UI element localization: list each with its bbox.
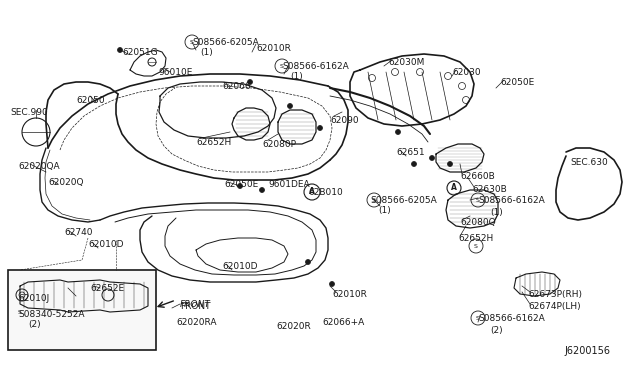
Text: 62010D: 62010D [222,262,257,271]
Text: (1): (1) [200,48,212,57]
Text: 62020R: 62020R [276,322,311,331]
Text: S08566-6205A: S08566-6205A [192,38,259,47]
Text: S08566-6162A: S08566-6162A [478,196,545,205]
Text: 96010E: 96010E [158,68,193,77]
Circle shape [429,155,435,160]
Text: (2): (2) [490,326,502,335]
Circle shape [287,103,292,109]
Text: SEC.630: SEC.630 [570,158,608,167]
Text: S08566-6162A: S08566-6162A [282,62,349,71]
Text: 62020RA: 62020RA [176,318,216,327]
Text: SEC.990: SEC.990 [10,108,48,117]
Text: S: S [476,198,480,202]
Text: 62020Q: 62020Q [48,178,83,187]
Text: 62673P(RH): 62673P(RH) [528,290,582,299]
Text: 62066+A: 62066+A [322,318,364,327]
Text: 62050: 62050 [76,96,104,105]
Text: 62080Q: 62080Q [460,218,495,227]
Text: (1): (1) [378,206,391,215]
Circle shape [317,125,323,131]
Text: 62652E: 62652E [90,284,124,293]
Text: 62066: 62066 [222,82,251,91]
Text: S: S [372,198,376,202]
Text: 62630B: 62630B [472,185,507,194]
Circle shape [305,260,310,264]
Text: 62010R: 62010R [256,44,291,53]
Text: 62050E: 62050E [224,180,259,189]
Text: (2): (2) [28,320,40,329]
Text: FRONT: FRONT [180,300,211,309]
FancyBboxPatch shape [8,270,156,350]
Circle shape [412,161,417,167]
Text: 9601DEA: 9601DEA [268,180,310,189]
Circle shape [237,183,243,189]
Text: 62652H: 62652H [196,138,231,147]
Text: 62010D: 62010D [88,240,124,249]
Circle shape [118,48,122,52]
Circle shape [396,129,401,135]
Text: A: A [309,187,315,196]
Text: FRONT: FRONT [180,302,211,311]
Text: S08340-5252A: S08340-5252A [18,310,84,319]
Text: (1): (1) [290,72,303,81]
Text: 62050E: 62050E [500,78,534,87]
Text: S: S [474,244,478,248]
Text: 62020QA: 62020QA [18,162,60,171]
Circle shape [259,187,264,192]
Text: S: S [476,315,480,321]
Text: S: S [190,39,194,45]
Text: 62660B: 62660B [460,172,495,181]
Text: 62010R: 62010R [332,290,367,299]
Text: S: S [18,310,22,314]
Text: 62090: 62090 [330,116,358,125]
Text: (1): (1) [490,208,503,217]
Text: 62030M: 62030M [388,58,424,67]
Text: S08566-6205A: S08566-6205A [370,196,436,205]
Text: 62740: 62740 [64,228,93,237]
Text: A: A [451,183,457,192]
Text: 62B010: 62B010 [308,188,343,197]
Text: 62030: 62030 [452,68,481,77]
Circle shape [248,80,253,84]
Text: 62080P: 62080P [262,140,296,149]
Text: S: S [280,64,284,68]
Text: 62651: 62651 [396,148,424,157]
Circle shape [330,282,335,286]
Text: 62051G: 62051G [122,48,157,57]
Text: 62674P(LH): 62674P(LH) [528,302,580,311]
Text: S08566-6162A: S08566-6162A [478,314,545,323]
Text: 62010J: 62010J [18,294,49,303]
Circle shape [447,161,452,167]
Text: 62652H: 62652H [458,234,493,243]
Text: J6200156: J6200156 [564,346,610,356]
